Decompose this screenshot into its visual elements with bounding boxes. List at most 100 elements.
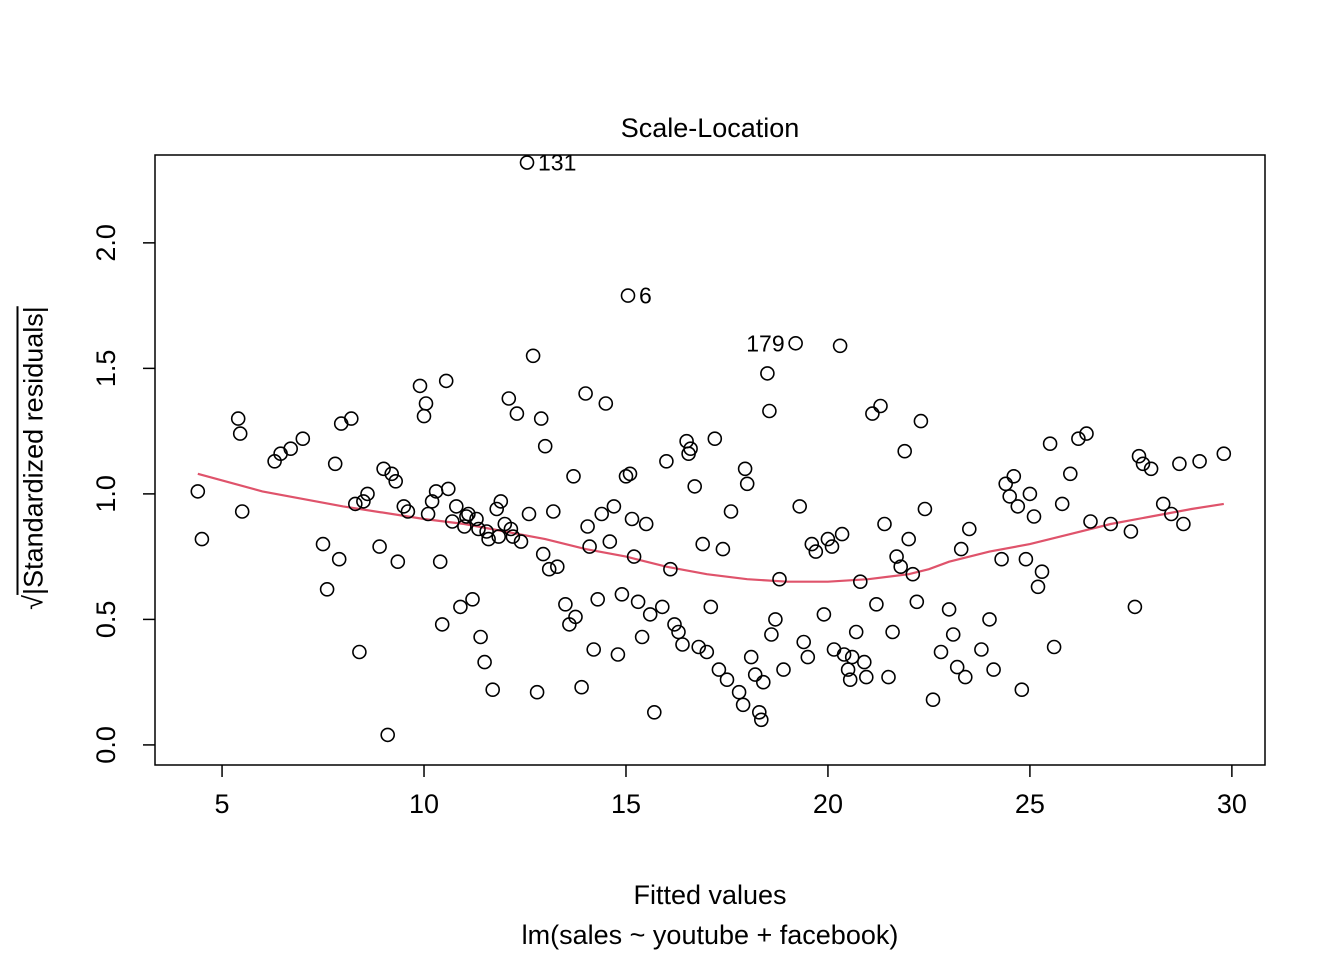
data-point bbox=[535, 546, 551, 562]
data-point bbox=[390, 554, 406, 570]
data-point bbox=[986, 662, 1001, 677]
data-point bbox=[372, 539, 387, 554]
data-point bbox=[659, 453, 674, 469]
data-point bbox=[624, 511, 640, 527]
data-point bbox=[416, 408, 432, 424]
data-point bbox=[400, 504, 416, 519]
data-point bbox=[844, 649, 860, 665]
sqrt-symbol: √ bbox=[18, 594, 49, 610]
data-point bbox=[751, 704, 767, 720]
data-point bbox=[711, 662, 727, 677]
data-point bbox=[194, 531, 210, 547]
data-point bbox=[489, 501, 505, 517]
data-point bbox=[755, 674, 771, 690]
data-point bbox=[885, 624, 900, 640]
data-point bbox=[580, 519, 595, 534]
data-point bbox=[762, 403, 777, 419]
data-point bbox=[465, 591, 480, 607]
data-point bbox=[925, 692, 941, 708]
data-point bbox=[909, 594, 925, 610]
outlier-point bbox=[519, 155, 535, 170]
data-point bbox=[796, 634, 812, 650]
data-point bbox=[889, 549, 904, 564]
data-point bbox=[568, 609, 583, 625]
data-point bbox=[566, 468, 581, 484]
data-point bbox=[295, 431, 311, 447]
data-point bbox=[804, 536, 820, 552]
data-point bbox=[424, 494, 440, 509]
data-point bbox=[1022, 486, 1038, 502]
data-point bbox=[541, 561, 557, 577]
data-point bbox=[1006, 468, 1022, 484]
data-point bbox=[485, 682, 501, 698]
data-point bbox=[877, 516, 892, 532]
data-point bbox=[331, 551, 347, 567]
data-point bbox=[376, 461, 391, 477]
data-point bbox=[440, 481, 456, 497]
data-point bbox=[998, 476, 1014, 492]
data-point bbox=[933, 644, 949, 660]
data-point bbox=[333, 416, 349, 431]
data-point bbox=[836, 647, 852, 662]
data-point bbox=[1071, 431, 1086, 447]
data-point bbox=[842, 672, 858, 688]
outlier-point bbox=[620, 288, 636, 303]
data-point bbox=[1002, 489, 1018, 504]
data-point bbox=[352, 644, 367, 660]
data-point bbox=[764, 627, 779, 642]
data-point bbox=[509, 406, 525, 421]
data-point bbox=[533, 411, 549, 426]
data-point bbox=[834, 526, 850, 542]
data-point bbox=[792, 499, 808, 514]
data-point bbox=[949, 659, 965, 675]
data-point bbox=[776, 662, 791, 677]
data-point bbox=[994, 551, 1009, 567]
data-point bbox=[675, 637, 690, 652]
x-tick-label: 5 bbox=[215, 789, 230, 819]
data-point bbox=[858, 669, 874, 685]
data-point bbox=[1063, 466, 1078, 482]
data-point bbox=[471, 521, 486, 537]
data-point bbox=[283, 441, 299, 457]
data-point bbox=[461, 506, 476, 522]
data-point bbox=[1079, 426, 1094, 441]
data-point bbox=[574, 679, 589, 695]
data-point bbox=[459, 509, 474, 524]
x-tick-label: 20 bbox=[813, 789, 843, 819]
data-point bbox=[1176, 516, 1191, 532]
data-point bbox=[481, 531, 496, 547]
data-point bbox=[852, 574, 868, 590]
data-point bbox=[856, 654, 872, 670]
data-point bbox=[360, 486, 375, 502]
data-point bbox=[594, 506, 610, 522]
y-tick-label: 0.0 bbox=[91, 726, 121, 764]
data-point bbox=[545, 504, 561, 519]
data-point bbox=[1026, 509, 1042, 524]
data-point bbox=[1042, 436, 1058, 452]
data-point bbox=[606, 499, 622, 514]
data-point bbox=[913, 413, 929, 429]
data-point bbox=[941, 602, 957, 617]
data-point bbox=[622, 466, 638, 482]
data-point bbox=[865, 406, 880, 421]
data-point bbox=[1127, 599, 1143, 615]
data-point bbox=[388, 473, 404, 489]
data-point bbox=[671, 624, 686, 640]
data-point bbox=[691, 639, 707, 655]
data-point bbox=[432, 554, 448, 570]
data-point bbox=[1135, 456, 1151, 472]
data-point bbox=[503, 521, 519, 537]
data-point bbox=[453, 599, 468, 615]
data-point bbox=[1034, 564, 1050, 580]
data-point bbox=[505, 529, 521, 544]
data-point bbox=[525, 348, 541, 364]
data-point bbox=[434, 617, 450, 632]
data-point bbox=[982, 612, 997, 627]
data-point bbox=[1216, 446, 1232, 462]
data-point bbox=[1054, 496, 1070, 512]
data-point bbox=[723, 504, 739, 519]
data-point bbox=[412, 378, 428, 394]
data-point bbox=[418, 396, 434, 411]
data-point bbox=[521, 506, 537, 522]
